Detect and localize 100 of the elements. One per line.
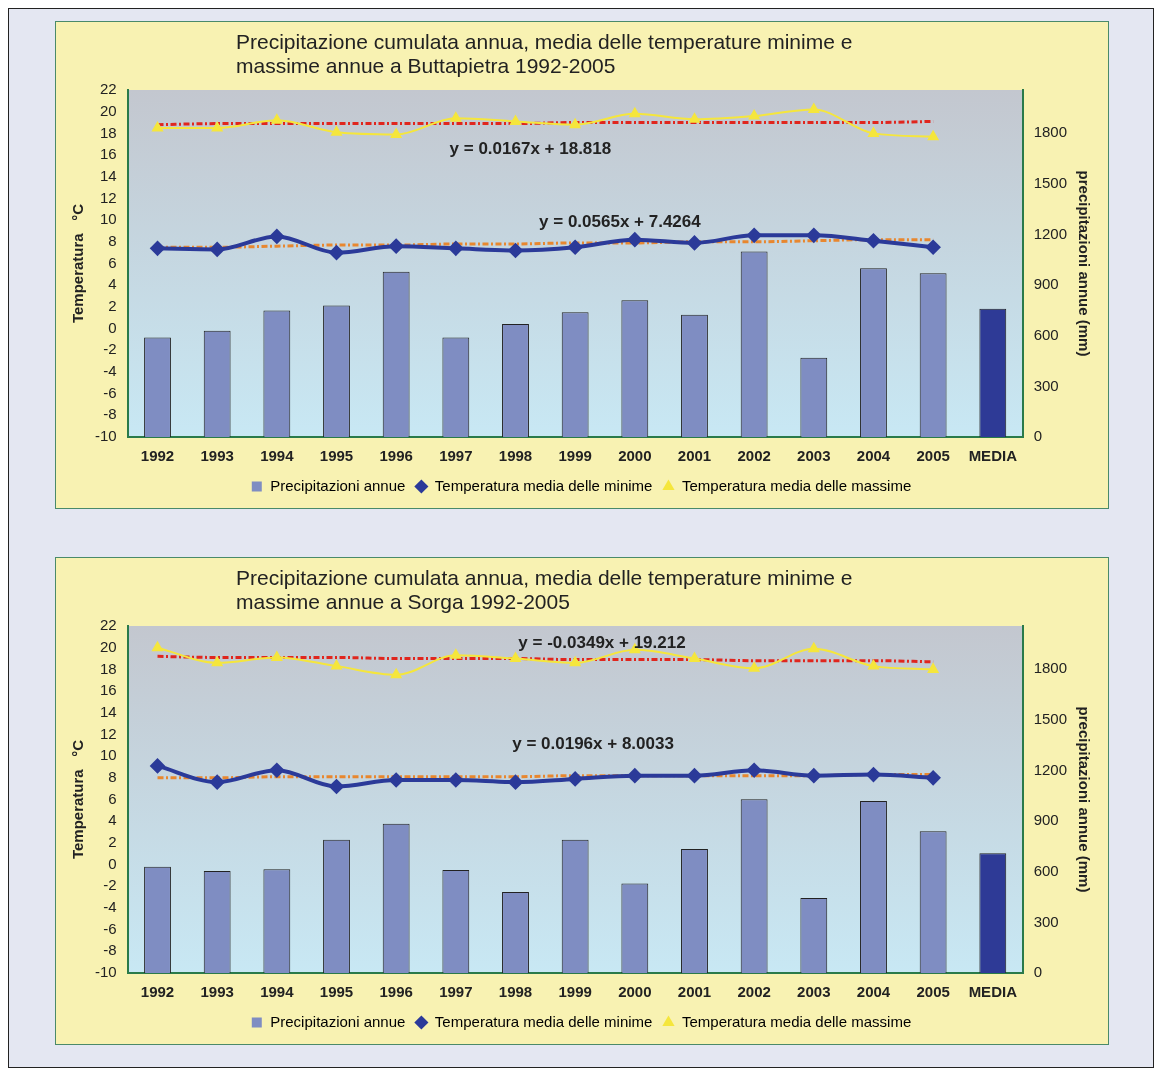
y-tick-label: 4 [108, 811, 117, 829]
point [689, 113, 700, 123]
point [329, 779, 344, 794]
y-tick-label: 6 [108, 253, 117, 271]
point [331, 660, 342, 670]
point [627, 232, 642, 247]
y-tick-label: -8 [103, 941, 117, 959]
y2-tick-label: 600 [1033, 325, 1059, 343]
y-tick-label: 8 [108, 767, 117, 785]
point [866, 767, 881, 782]
y2-axis-title: precipitazioni annue (mm) [1075, 706, 1093, 893]
y-tick-label: 16 [99, 681, 117, 699]
point [510, 652, 521, 663]
x-tick-label: 2001 [677, 447, 712, 465]
x-tick-label: 1997 [439, 983, 473, 1001]
y-tick-label: -8 [103, 405, 117, 423]
point [868, 127, 879, 137]
point [269, 763, 284, 778]
point [689, 652, 700, 663]
y-tick-label: -6 [103, 383, 117, 401]
y-axis-title: Temperatura °C [69, 739, 87, 860]
point [152, 121, 163, 132]
point [569, 656, 581, 667]
point [150, 758, 165, 773]
chart-title: Precipitazione cumulata annua, media delle temperature minime e massime annue a Buttapietra 1992-2005 [235, 29, 854, 78]
x-tick-label: 2002 [737, 447, 771, 465]
point [450, 649, 462, 659]
x-tick-label: 1995 [319, 447, 354, 465]
y2-tick-label: 1200 [1033, 760, 1068, 778]
point [627, 768, 642, 783]
x-tick-label: 2004 [856, 447, 891, 465]
x-tick-label: 2001 [677, 983, 712, 1001]
y-tick-label: 0 [108, 318, 117, 336]
y2-tick-label: 0 [1033, 427, 1042, 445]
x-tick-label: 2000 [618, 983, 652, 1001]
point [926, 240, 941, 255]
point [389, 239, 404, 254]
y-tick-label: 22 [99, 616, 117, 634]
y-tick-label: 10 [99, 210, 117, 228]
legend-label: Temperatura media delle massime [681, 1012, 912, 1030]
point [808, 642, 820, 653]
annotation: y = 0.0196x + 8.0033 [512, 733, 674, 753]
y-tick-label: 14 [99, 166, 117, 184]
x-tick-label: MEDIA [968, 447, 1018, 465]
y2-tick-label: 1800 [1033, 659, 1068, 677]
y-tick-label: 20 [99, 101, 117, 119]
legend-label: Precipitazioni annue [270, 476, 406, 494]
y-tick-label: 22 [99, 80, 117, 98]
point [568, 771, 583, 786]
x-tick-label: 1992 [140, 447, 175, 465]
y-axis-title: Temperatura °C [69, 203, 87, 324]
point [508, 775, 523, 790]
chart-title: Precipitazione cumulata annua, media delle temperature minime e massime annue a Sorga 1992-2005 [235, 565, 854, 614]
point [568, 240, 583, 255]
point [448, 772, 463, 787]
x-tick-label: 1996 [379, 983, 413, 1001]
point [748, 662, 760, 672]
x-tick-label: 2000 [618, 447, 652, 465]
point [271, 114, 283, 124]
point [569, 118, 581, 129]
y-tick-label: 14 [99, 702, 117, 720]
y2-tick-label: 0 [1033, 963, 1042, 981]
y-tick-label: -2 [103, 340, 117, 358]
y2-tick-label: 900 [1033, 811, 1059, 829]
y2-tick-label: 1500 [1033, 174, 1068, 192]
x-tick-label: 2002 [737, 983, 771, 1001]
point [331, 126, 342, 136]
point [150, 241, 165, 256]
point [866, 233, 881, 248]
y-tick-label: -6 [103, 919, 117, 937]
x-tick-label: 2005 [916, 983, 950, 1001]
point [448, 241, 463, 256]
y2-tick-label: 1200 [1033, 224, 1068, 242]
legend-label: Precipitazioni annue [270, 1012, 406, 1030]
point [390, 668, 402, 679]
x-tick-label: 2005 [916, 447, 950, 465]
point [510, 115, 521, 125]
x-tick-label: 1995 [319, 983, 354, 1001]
point [748, 110, 760, 120]
y-tick-label: 16 [99, 145, 117, 163]
point [927, 663, 939, 673]
x-tick-label: 1994 [260, 983, 295, 1001]
y-tick-label: -4 [103, 362, 117, 380]
point [329, 245, 344, 260]
y2-tick-label: 300 [1033, 912, 1059, 930]
y-tick-label: -10 [94, 427, 117, 445]
point [687, 768, 702, 783]
point [211, 121, 223, 132]
x-tick-label: 2003 [797, 447, 831, 465]
point [210, 242, 225, 257]
y-tick-label: 2 [108, 833, 117, 851]
y-tick-label: 18 [99, 123, 117, 141]
y2-tick-label: 900 [1033, 275, 1059, 293]
legend-label: Temperatura media delle minime [434, 476, 653, 494]
y-tick-label: -4 [103, 898, 117, 916]
x-tick-label: 1994 [260, 447, 295, 465]
x-tick-label: 1997 [439, 447, 473, 465]
x-tick-label: 2004 [856, 983, 891, 1001]
y2-tick-label: 300 [1033, 376, 1059, 394]
point [508, 243, 523, 258]
